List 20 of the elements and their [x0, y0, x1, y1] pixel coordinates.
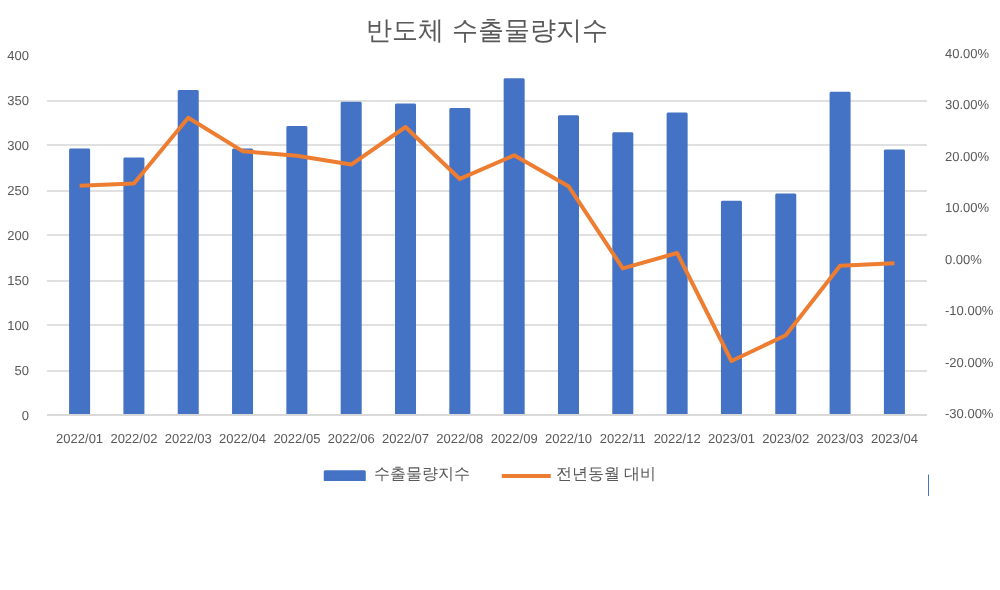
line-series [77, 115, 897, 363]
legend-label: 전년동월 대비 [555, 463, 657, 485]
bar [503, 78, 525, 415]
bar [829, 91, 851, 415]
bar [557, 115, 579, 415]
bar [449, 108, 471, 415]
chart-title: 반도체 수출물량지수 [366, 15, 608, 45]
bar [720, 200, 742, 415]
bar [232, 148, 254, 415]
bar [666, 112, 688, 415]
legend-label: 수출물량지수 [373, 463, 470, 485]
bar [286, 126, 308, 415]
bar [177, 90, 199, 415]
bar [340, 101, 362, 415]
bar [69, 148, 91, 415]
bar [123, 157, 145, 415]
bar [395, 103, 417, 415]
bar [775, 193, 797, 415]
bar [883, 149, 905, 415]
bar [612, 132, 634, 415]
